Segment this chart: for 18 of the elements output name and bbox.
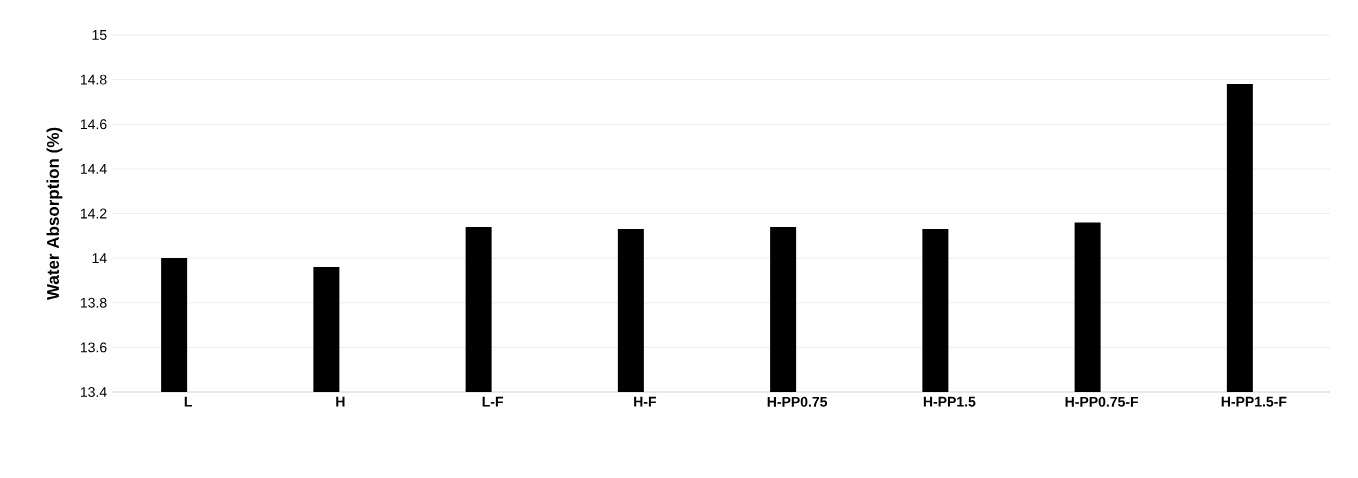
y-tick-label: 14 [92, 253, 107, 263]
y-tick-label: 13.6 [80, 342, 107, 353]
y-axis-title: Water Absorption (%) [46, 127, 63, 301]
y-tick-label: 14.4 [80, 164, 107, 174]
x-tick-label: H-PP0.75 [767, 396, 828, 407]
x-tick-label: H-F [634, 396, 657, 407]
y-tick-label: 13.4 [80, 387, 107, 397]
y-tick-label: 15 [92, 30, 107, 40]
y-tick-label: 13.8 [80, 297, 107, 308]
x-tick-label: L-F [482, 396, 503, 407]
x-tick-label: H-PP1.5 [923, 396, 976, 407]
y-tick-label: 14.6 [80, 119, 107, 130]
x-tick-label: L [184, 396, 192, 407]
y-tick-label: 14.2 [80, 208, 107, 219]
x-tick-label: H [336, 396, 345, 407]
y-tick-label: 14.8 [80, 74, 107, 85]
x-tick-label: H-PP1.5-F [1221, 396, 1287, 407]
x-tick-label: H-PP0.75-F [1065, 396, 1139, 407]
